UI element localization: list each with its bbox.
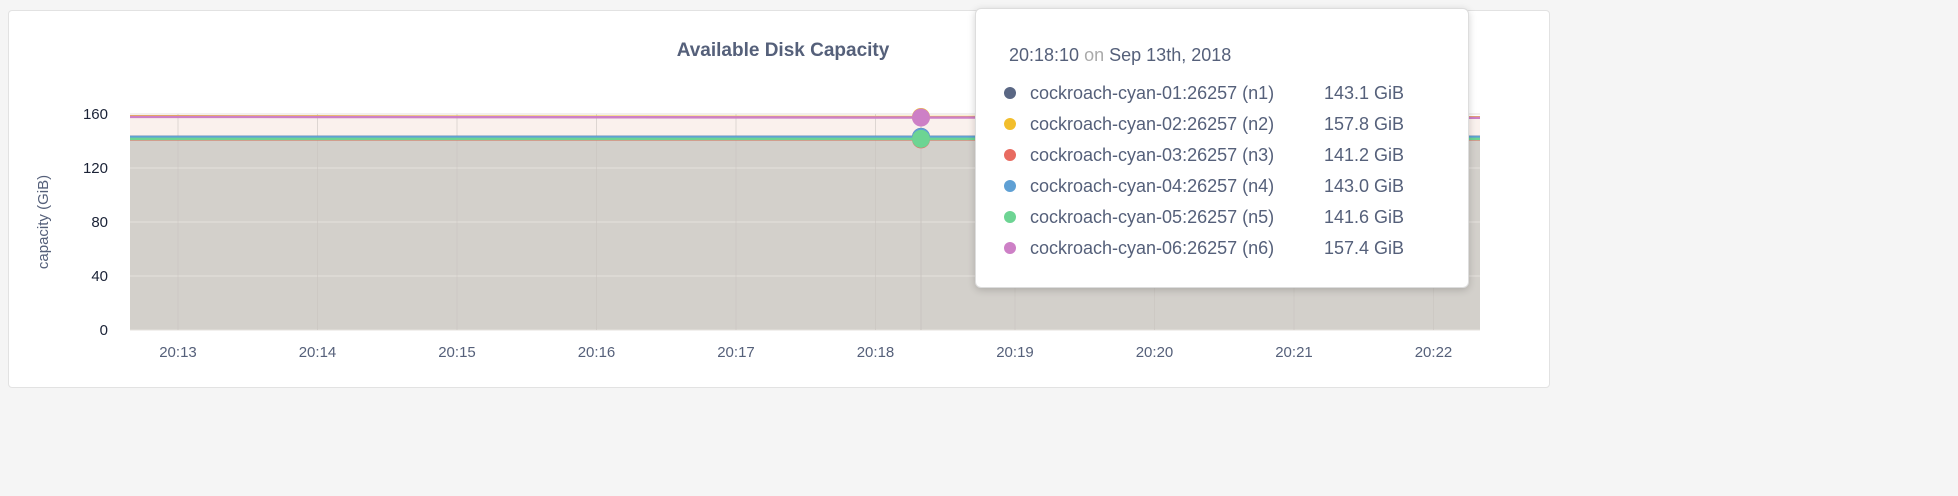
series-dot-icon bbox=[1004, 242, 1016, 254]
series-dot-icon bbox=[1004, 180, 1016, 192]
tooltip-series-value: 141.6 GiB bbox=[1324, 206, 1405, 227]
x-tick-label: 20:18 bbox=[857, 344, 895, 361]
tooltip-row: cockroach-cyan-03:26257 (n3) 141.2 GiB bbox=[1004, 140, 1404, 170]
x-tick-label: 20:22 bbox=[1415, 344, 1453, 361]
tooltip: 20:18:10 on Sep 13th, 2018 cockroach-cya… bbox=[975, 8, 1469, 288]
tooltip-series-value: 143.0 GiB bbox=[1324, 175, 1405, 196]
tooltip-series-label: cockroach-cyan-06:26257 (n6) bbox=[1030, 237, 1275, 258]
hover-point bbox=[912, 129, 930, 148]
y-tick-label: 40 bbox=[91, 268, 108, 285]
tooltip-row: cockroach-cyan-02:26257 (n2) 157.8 GiB bbox=[1004, 109, 1404, 139]
tooltip-row: cockroach-cyan-01:26257 (n1) 143.1 GiB bbox=[1004, 78, 1404, 108]
x-tick-label: 20:19 bbox=[996, 344, 1034, 361]
tooltip-series-value: 143.1 GiB bbox=[1324, 82, 1405, 103]
tooltip-series-value: 157.8 GiB bbox=[1324, 113, 1405, 134]
x-tick-label: 20:14 bbox=[299, 344, 337, 361]
tooltip-series-value: 141.2 GiB bbox=[1324, 144, 1405, 165]
y-tick-label: 80 bbox=[91, 214, 108, 231]
tooltip-time: 20:18:10 bbox=[1009, 45, 1080, 65]
series-dot-icon bbox=[1004, 118, 1016, 130]
y-tick-label: 120 bbox=[83, 160, 108, 177]
tooltip-header: 20:18:10 on Sep 13th, 2018 bbox=[1009, 45, 1231, 66]
y-tick-label: 0 bbox=[100, 322, 108, 339]
x-tick-label: 20:20 bbox=[1136, 344, 1174, 361]
series-dot-icon bbox=[1004, 211, 1016, 223]
tooltip-row: cockroach-cyan-04:26257 (n4) 143.0 GiB bbox=[1004, 171, 1404, 201]
tooltip-series-label: cockroach-cyan-05:26257 (n5) bbox=[1030, 206, 1275, 227]
x-tick-label: 20:13 bbox=[159, 344, 197, 361]
tooltip-date: Sep 13th, 2018 bbox=[1109, 45, 1232, 65]
tooltip-row: cockroach-cyan-05:26257 (n5) 141.6 GiB bbox=[1004, 202, 1404, 232]
tooltip-series-label: cockroach-cyan-04:26257 (n4) bbox=[1030, 175, 1275, 196]
x-tick-label: 20:21 bbox=[1275, 344, 1313, 361]
y-axis-label: capacity (GiB) bbox=[35, 175, 52, 269]
tooltip-series-label: cockroach-cyan-01:26257 (n1) bbox=[1030, 82, 1275, 103]
chart-title: Available Disk Capacity bbox=[676, 40, 890, 61]
tooltip-on: on bbox=[1084, 45, 1105, 65]
x-tick-label: 20:16 bbox=[578, 344, 616, 361]
x-tick-label: 20:15 bbox=[438, 344, 476, 361]
y-tick-label: 160 bbox=[83, 106, 108, 123]
series-dot-icon bbox=[1004, 87, 1016, 99]
series-dot-icon bbox=[1004, 149, 1016, 161]
x-tick-label: 20:17 bbox=[717, 344, 755, 361]
tooltip-row: cockroach-cyan-06:26257 (n6) 157.4 GiB bbox=[1004, 233, 1404, 263]
tooltip-series-value: 157.4 GiB bbox=[1324, 237, 1405, 258]
tooltip-series-label: cockroach-cyan-03:26257 (n3) bbox=[1030, 144, 1275, 165]
hover-point bbox=[912, 108, 930, 127]
tooltip-series-label: cockroach-cyan-02:26257 (n2) bbox=[1030, 113, 1275, 134]
